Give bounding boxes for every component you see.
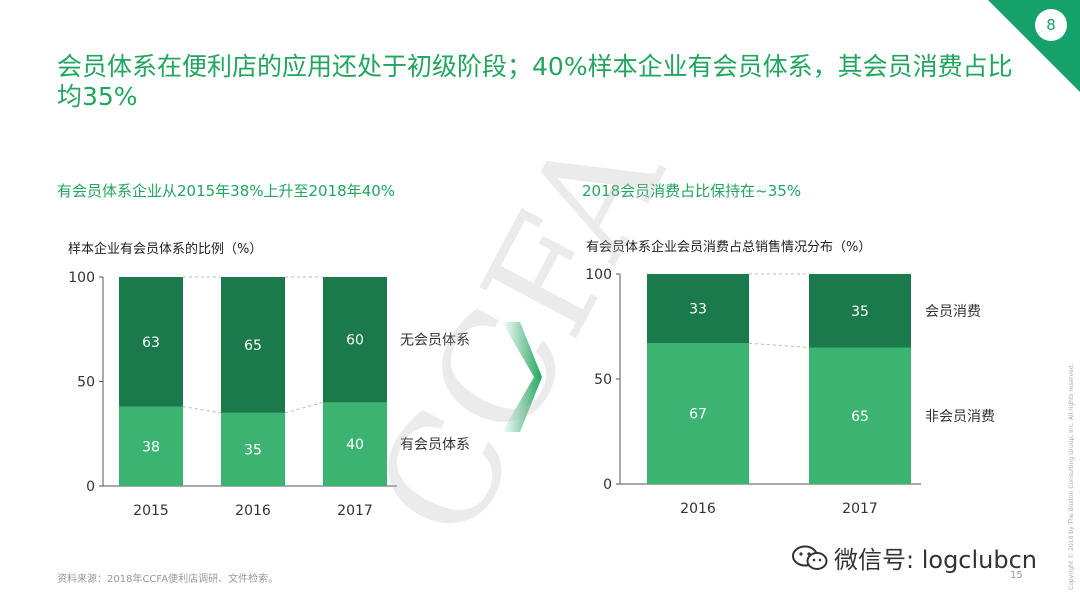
bar-segment xyxy=(809,274,911,348)
page-number: 15 xyxy=(1010,570,1023,581)
data-label: 38 xyxy=(142,439,160,455)
x-tick-label: 2017 xyxy=(337,503,373,519)
corner-triangle xyxy=(988,0,1080,92)
legend-label: 会员消费 xyxy=(925,304,981,320)
data-label: 65 xyxy=(851,409,869,425)
wechat-icon xyxy=(792,545,828,570)
headline: 会员体系在便利店的应用还处于初级阶段；40%样本企业有会员体系，其会员消费占比均… xyxy=(57,52,1013,111)
bar-segment xyxy=(221,277,285,413)
data-label: 40 xyxy=(346,437,364,453)
junction-connector xyxy=(182,406,222,414)
y-tick-label: 0 xyxy=(86,479,95,495)
y-tick-label: 50 xyxy=(77,375,95,391)
source-note: 资料来源：2018年CCFA便利店调研、文件检索。 xyxy=(57,574,279,585)
legend-label: 有会员体系 xyxy=(400,437,470,453)
x-tick-label: 2015 xyxy=(133,503,169,519)
x-tick-label: 2016 xyxy=(680,501,716,517)
y-tick-label: 50 xyxy=(594,372,612,388)
left-subtitle: 有会员体系企业从2015年38%上升至2018年40% xyxy=(57,182,396,200)
bar-segment xyxy=(119,277,183,407)
bar-segment xyxy=(119,406,183,486)
legend-label: 非会员消费 xyxy=(925,409,995,425)
bar-segment xyxy=(809,347,911,484)
data-label: 33 xyxy=(689,302,707,318)
data-label: 35 xyxy=(851,304,869,320)
data-label: 67 xyxy=(689,407,707,423)
right-subtitle: 2018会员消费占比保持在~35% xyxy=(582,182,802,200)
transition-arrow-icon xyxy=(502,322,542,432)
junction-connector xyxy=(748,342,810,348)
page-badge: 8 xyxy=(1035,9,1067,41)
y-tick-label: 100 xyxy=(585,267,612,283)
data-label: 65 xyxy=(244,338,262,354)
y-tick-label: 0 xyxy=(603,477,612,493)
data-label: 63 xyxy=(142,335,160,351)
bar-segment xyxy=(647,274,749,344)
copyright: Copyright © 2018 by The Boston Consultin… xyxy=(1068,363,1075,590)
bar-segment xyxy=(323,402,387,486)
left-chart-title: 样本企业有会员体系的比例（%） xyxy=(68,242,263,257)
y-tick-label: 100 xyxy=(68,270,95,286)
data-label: 60 xyxy=(346,333,364,349)
wechat-id: 微信号: logclubcn xyxy=(792,540,1037,575)
bar-segment xyxy=(221,412,285,486)
data-label: 35 xyxy=(244,442,262,458)
bar-segment xyxy=(647,343,749,484)
right-chart-title: 有会员体系企业会员消费占总销售情况分布（%） xyxy=(586,240,872,255)
bar-segment xyxy=(323,277,387,403)
x-tick-label: 2016 xyxy=(235,503,271,519)
legend-label: 无会员体系 xyxy=(400,333,470,349)
wechat-label: 微信号: logclubcn xyxy=(834,546,1038,574)
junction-connector xyxy=(284,401,324,414)
x-tick-label: 2017 xyxy=(842,501,878,517)
